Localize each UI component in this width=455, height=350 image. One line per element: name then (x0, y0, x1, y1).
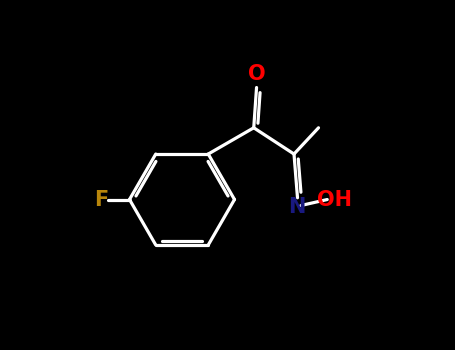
Text: OH: OH (317, 190, 352, 210)
Text: F: F (94, 189, 108, 210)
Text: N: N (288, 197, 305, 217)
Text: O: O (248, 64, 266, 84)
